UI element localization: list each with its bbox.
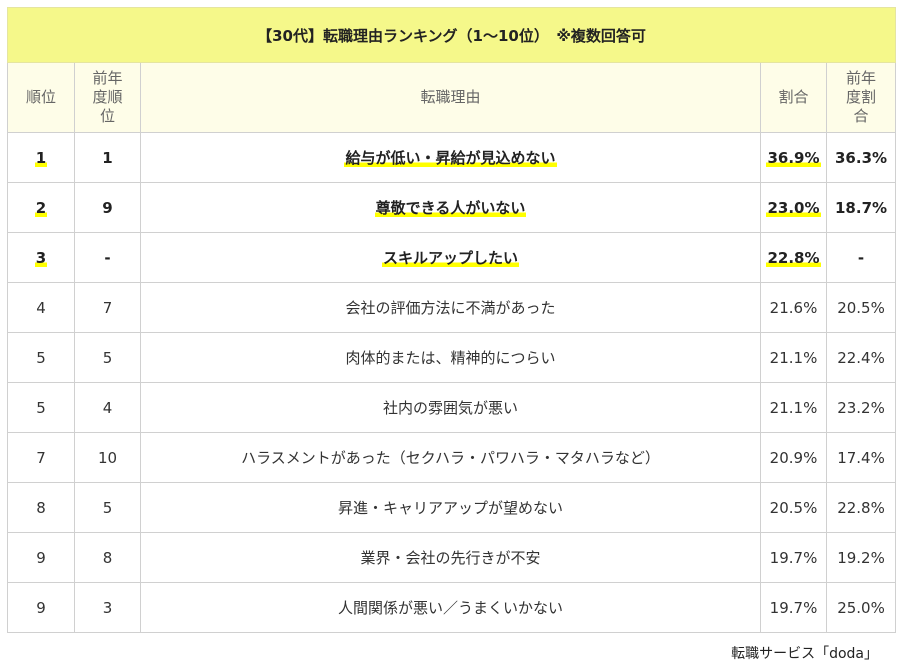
prev-share-cell: 23.2% — [825, 382, 897, 433]
rank-cell: 8 — [7, 482, 75, 533]
table-row: 7 10 ハラスメントがあった（セクハラ・パワハラ・マタハラなど） 20.9% 17.4… — [7, 432, 897, 483]
prev-rank-cell: 9 — [74, 182, 141, 233]
table-row: 9 3 人間関係が悪い／うまくいかない 19.7% 25.0% — [7, 582, 897, 633]
rank-cell: 9 — [7, 532, 75, 583]
reason-cell: 人間関係が悪い／うまくいかない — [140, 582, 761, 633]
share-cell: 21.6% — [760, 282, 827, 333]
prev-rank-cell: 10 — [74, 432, 141, 483]
prev-share-cell: 17.4% — [825, 432, 897, 483]
reason-cell: 昇進・キャリアアップが望めない — [140, 482, 761, 533]
share-cell: 19.7% — [760, 582, 827, 633]
reason-cell: ハラスメントがあった（セクハラ・パワハラ・マタハラなど） — [140, 432, 761, 483]
prev-rank-cell: 5 — [74, 332, 141, 383]
prev-rank-cell: - — [74, 232, 141, 283]
header-share: 割合 — [760, 62, 827, 133]
header-rank: 順位 — [7, 62, 75, 133]
rank-cell: 1 — [7, 132, 75, 183]
share-cell: 21.1% — [760, 332, 827, 383]
table-row: 5 5 肉体的または、精神的につらい 21.1% 22.4% — [7, 332, 897, 383]
table-row: 1 1 給与が低い・昇給が見込めない 36.9% 36.3% — [7, 132, 897, 183]
prev-rank-cell: 7 — [74, 282, 141, 333]
prev-share-cell: 20.5% — [825, 282, 897, 333]
ranking-table: 【30代】転職理由ランキング（1～10位） ※複数回答可 順位 前年 度順位 転職… — [6, 7, 897, 633]
share-cell: 23.0% — [760, 182, 827, 233]
share-cell: 22.8% — [760, 232, 827, 283]
prev-rank-cell: 8 — [74, 532, 141, 583]
prev-rank-cell: 5 — [74, 482, 141, 533]
table-row: 4 7 会社の評価方法に不満があった 21.6% 20.5% — [7, 282, 897, 333]
table-row: 3- スキルアップしたい 22.8% - — [7, 232, 897, 283]
table-title: 【30代】転職理由ランキング（1～10位） ※複数回答可 — [6, 7, 897, 63]
share-cell: 19.7% — [760, 532, 827, 583]
share-cell: 20.5% — [760, 482, 827, 533]
rank-cell: 4 — [7, 282, 75, 333]
prev-share-cell: 22.8% — [825, 482, 897, 533]
header-reason: 転職理由 — [140, 62, 761, 133]
rank-cell: 3 — [7, 232, 75, 283]
table-row: 9 8 業界・会社の先行きが不安 19.7% 19.2% — [7, 532, 897, 583]
table-row: 8 5 昇進・キャリアアップが望めない 20.5% 22.8% — [7, 482, 897, 533]
prev-share-cell: 18.7% — [825, 182, 897, 233]
reason-cell: スキルアップしたい — [140, 232, 761, 283]
reason-cell: 肉体的または、精神的につらい — [140, 332, 761, 383]
rank-cell: 7 — [7, 432, 75, 483]
header-prev-rank: 前年 度順位 — [74, 62, 141, 133]
rank-cell: 5 — [7, 382, 75, 433]
reason-cell: 給与が低い・昇給が見込めない — [140, 132, 761, 183]
prev-share-cell: 19.2% — [825, 532, 897, 583]
table-row: 2 9 尊敬できる人がいない 23.0% 18.7% — [7, 182, 897, 233]
prev-share-cell: 36.3% — [825, 132, 897, 183]
prev-share-cell: - — [825, 232, 897, 283]
prev-rank-cell: 3 — [74, 582, 141, 633]
rank-cell: 2 — [7, 182, 75, 233]
prev-rank-cell: 4 — [74, 382, 141, 433]
share-cell: 21.1% — [760, 382, 827, 433]
prev-rank-cell: 1 — [74, 132, 141, 183]
reason-cell: 会社の評価方法に不満があった — [140, 282, 761, 333]
source-credit: 転職サービス「doda」 — [731, 646, 878, 662]
reason-cell: 業界・会社の先行きが不安 — [140, 532, 761, 583]
reason-cell: 尊敬できる人がいない — [140, 182, 761, 233]
share-cell: 20.9% — [760, 432, 827, 483]
header-prev-share: 前年 度割合 — [825, 62, 897, 133]
prev-share-cell: 25.0% — [825, 582, 897, 633]
reason-cell: 社内の雰囲気が悪い — [140, 382, 761, 433]
share-cell: 36.9% — [760, 132, 827, 183]
table-row: 5 4 社内の雰囲気が悪い 21.1% 23.2% — [7, 382, 897, 433]
rank-cell: 9 — [7, 582, 75, 633]
rank-cell: 5 — [7, 332, 75, 383]
prev-share-cell: 22.4% — [825, 332, 897, 383]
